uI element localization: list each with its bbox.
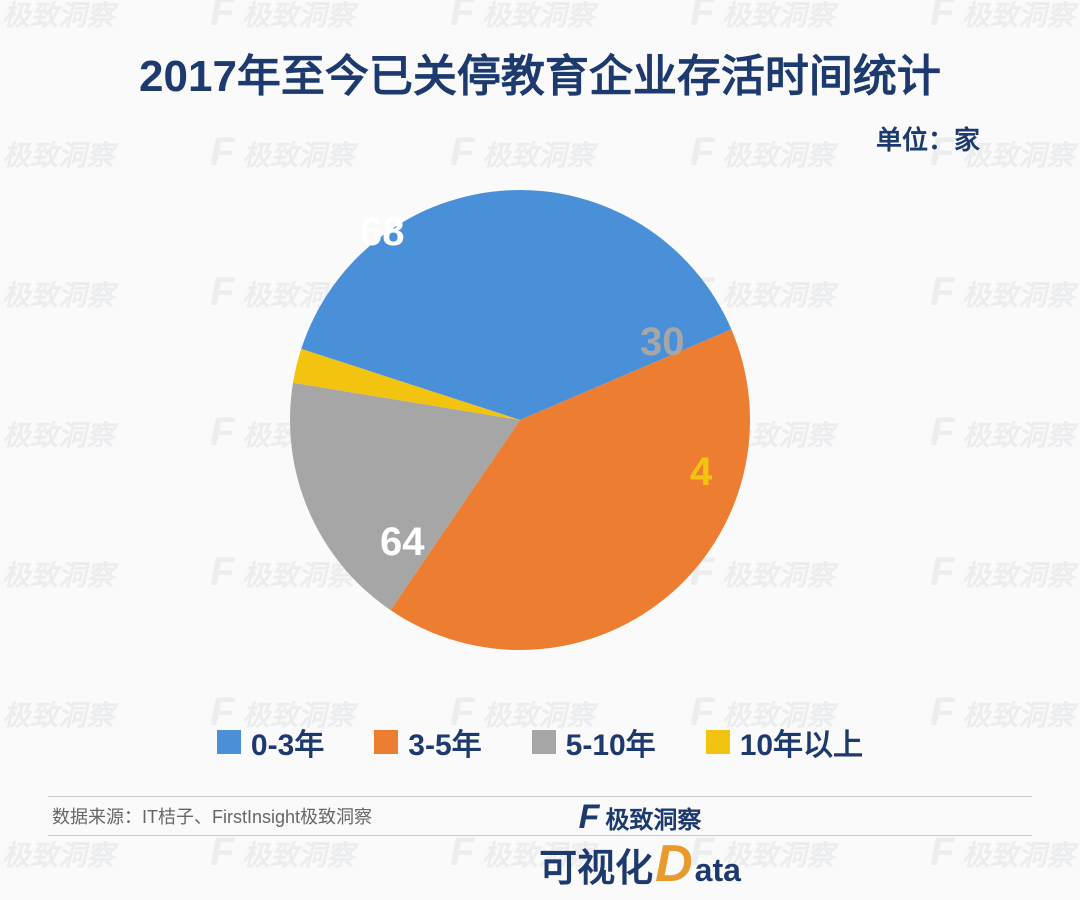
brand-top-line: F 极致洞察 bbox=[579, 798, 702, 837]
watermark: F 极致洞察 bbox=[0, 830, 114, 875]
watermark: F 极致洞察 bbox=[210, 830, 354, 875]
legend: 0-3年 3-5年 5-10年 10年以上 bbox=[0, 720, 1080, 764]
watermark: F 极致洞察 bbox=[210, 0, 354, 35]
watermark: F 极致洞察 bbox=[0, 0, 114, 35]
legend-label: 3-5年 bbox=[408, 720, 481, 764]
legend-item: 5-10年 bbox=[532, 720, 656, 764]
legend-swatch bbox=[532, 730, 556, 754]
pie-chart-container: 64 68 30 4 bbox=[0, 160, 1080, 700]
pie-chart: 64 68 30 4 bbox=[250, 170, 830, 690]
watermark: F 极致洞察 bbox=[930, 830, 1074, 875]
legend-swatch bbox=[374, 730, 398, 754]
unit-label: 单位：家 bbox=[876, 120, 980, 157]
brand-cn-bottom: 可视化 bbox=[539, 837, 653, 892]
legend-swatch bbox=[706, 730, 730, 754]
legend-item: 3-5年 bbox=[374, 720, 481, 764]
brand-bottom-line: 可视化 D ata bbox=[539, 837, 741, 892]
legend-label: 5-10年 bbox=[566, 720, 656, 764]
legend-label: 0-3年 bbox=[251, 720, 324, 764]
brand-d: D bbox=[655, 841, 693, 888]
legend-label: 10年以上 bbox=[740, 720, 863, 764]
brand-f: F bbox=[579, 798, 600, 837]
legend-item: 0-3年 bbox=[217, 720, 324, 764]
legend-item: 10年以上 bbox=[706, 720, 863, 764]
slice-value-label: 4 bbox=[690, 450, 712, 495]
legend-swatch bbox=[217, 730, 241, 754]
brand-ata: ata bbox=[695, 852, 741, 889]
pie-svg bbox=[250, 170, 830, 690]
chart-title: 2017年至今已关停教育企业存活时间统计 bbox=[0, 40, 1080, 104]
watermark: F 极致洞察 bbox=[690, 0, 834, 35]
slice-value-label: 68 bbox=[360, 210, 405, 255]
source-text: 数据来源：IT桔子、FirstInsight极致洞察 bbox=[52, 803, 372, 829]
slice-value-label: 30 bbox=[640, 320, 685, 365]
brand-cn-top: 极致洞察 bbox=[605, 800, 701, 835]
watermark: F 极致洞察 bbox=[450, 0, 594, 35]
brand-logo: F 极致洞察 可视化 D ata bbox=[460, 798, 820, 888]
slice-value-label: 64 bbox=[380, 520, 425, 565]
watermark: F 极致洞察 bbox=[930, 0, 1074, 35]
